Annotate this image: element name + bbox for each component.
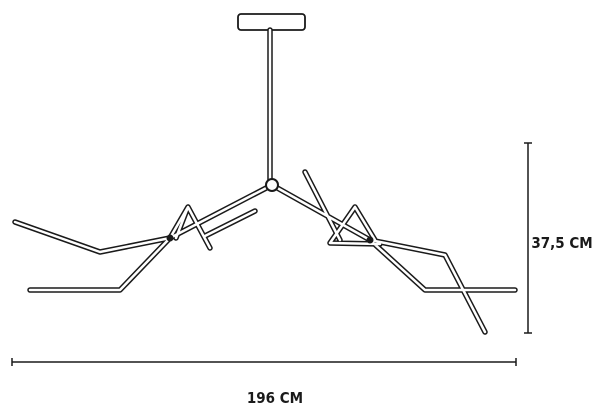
hub	[265, 178, 279, 192]
canopy	[237, 13, 306, 31]
joint	[166, 234, 174, 242]
width-label: 196 CM	[247, 389, 303, 407]
arms-outline	[15, 172, 515, 332]
height-label: 37,5 CM	[531, 234, 592, 252]
height-dimension: 37,5 CM	[524, 142, 593, 334]
chandelier	[15, 13, 515, 332]
width-dimension: 196 CM	[11, 358, 517, 407]
joint	[366, 236, 374, 244]
